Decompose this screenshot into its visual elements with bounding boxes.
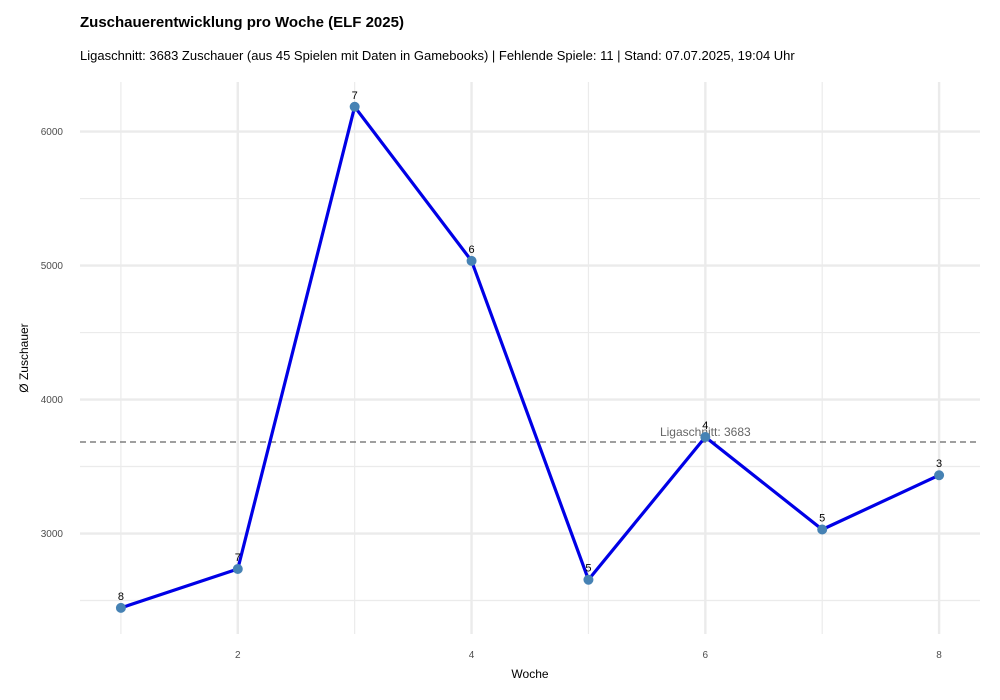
data-label: 4 — [702, 420, 708, 432]
data-point — [466, 255, 477, 266]
data-point — [115, 602, 126, 613]
grid — [80, 82, 980, 634]
series-line — [120, 105, 940, 610]
data-point — [583, 574, 594, 585]
series-layer — [115, 101, 945, 613]
x-tick-label: 2 — [235, 650, 241, 661]
y-tick-label: 6000 — [41, 127, 64, 138]
data-point — [700, 432, 711, 443]
x-tick-label: 6 — [703, 650, 709, 661]
data-point — [349, 101, 360, 112]
y-tick-label: 3000 — [41, 529, 64, 540]
y-tick-label: 4000 — [41, 395, 64, 406]
chart-title: Zuschauerentwicklung pro Woche (ELF 2025… — [80, 14, 404, 31]
y-tick-label: 5000 — [41, 261, 64, 272]
data-point — [817, 524, 828, 535]
data-label: 7 — [352, 90, 358, 102]
x-tick-label: 8 — [936, 650, 942, 661]
data-point — [934, 470, 945, 481]
data-point — [232, 564, 243, 575]
data-label: 3 — [936, 458, 942, 470]
label-layer: 8 7 7 6 5 4 5 3 — [118, 90, 942, 603]
chart-subtitle: Ligaschnitt: 3683 Zuschauer (aus 45 Spie… — [80, 48, 795, 63]
axes: 3000 4000 5000 6000 2 4 6 8 — [41, 127, 943, 661]
y-axis-title: Ø Zuschauer — [17, 323, 31, 392]
reference-line-label: Ligaschnitt: 3683 — [660, 425, 751, 439]
data-label: 5 — [585, 563, 591, 575]
data-label: 7 — [235, 552, 241, 564]
x-tick-label: 4 — [469, 650, 475, 661]
x-axis-title: Woche — [511, 667, 548, 681]
data-label: 8 — [118, 591, 124, 603]
data-label: 5 — [819, 512, 825, 524]
reference-layer: Ligaschnitt: 3683 — [80, 425, 980, 443]
data-label: 6 — [468, 244, 474, 256]
